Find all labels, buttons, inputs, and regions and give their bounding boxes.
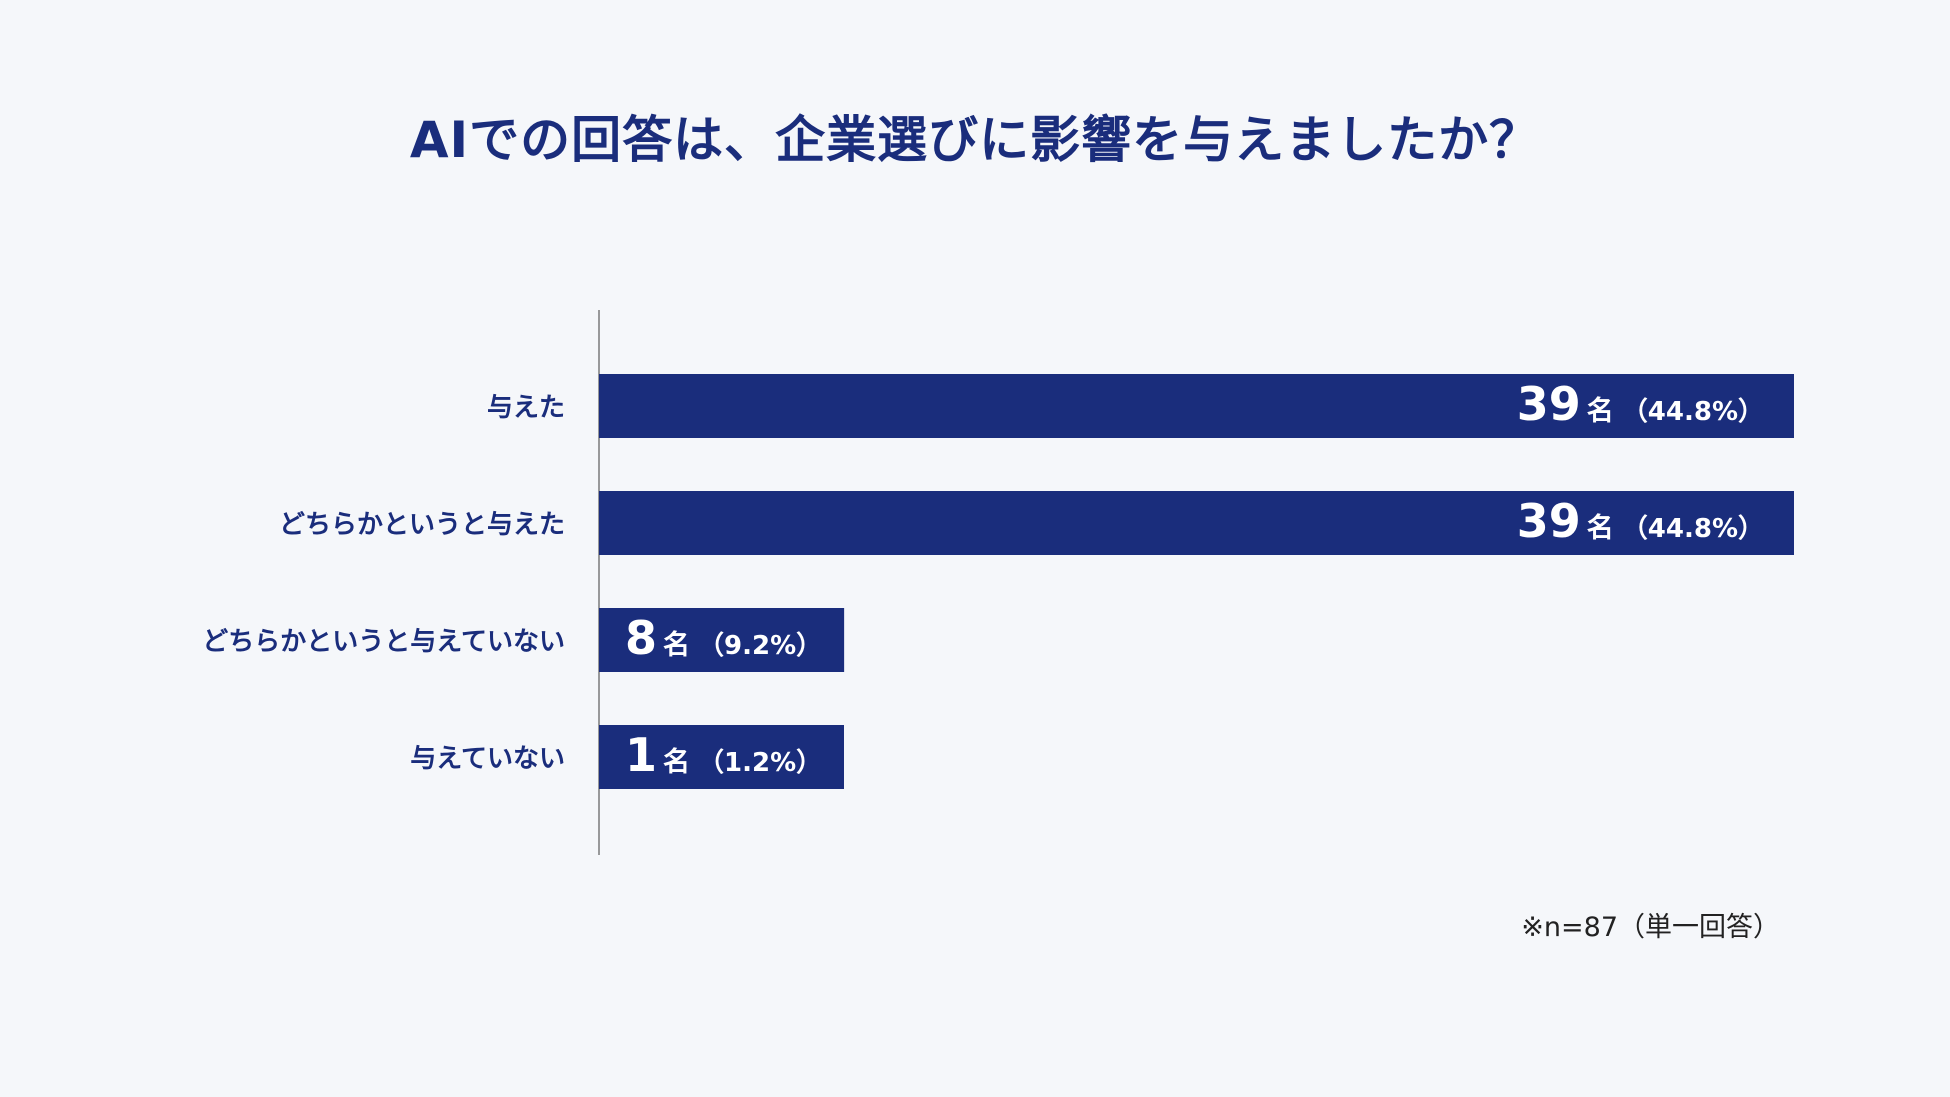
bar (599, 491, 1794, 555)
category-label: 与えた (487, 393, 565, 423)
data-label: 1 名（1.2%） (625, 728, 822, 782)
bar (599, 374, 1794, 438)
category-label: 与えていない (410, 744, 565, 774)
data-label: 39 名（44.8%） (1517, 377, 1764, 431)
data-label: 8 名（9.2%） (625, 611, 822, 665)
category-label: どちらかというと与えていない (202, 627, 565, 657)
sample-size-note: ※n=87（単一回答） (1521, 912, 1780, 943)
chart-title: AIでの回答は、企業選びに影響を与えましたか？ (409, 111, 1541, 169)
category-label: どちらかというと与えた (279, 510, 565, 540)
bar (599, 725, 844, 789)
bar (599, 608, 845, 672)
data-label: 39 名（44.8%） (1517, 494, 1764, 548)
